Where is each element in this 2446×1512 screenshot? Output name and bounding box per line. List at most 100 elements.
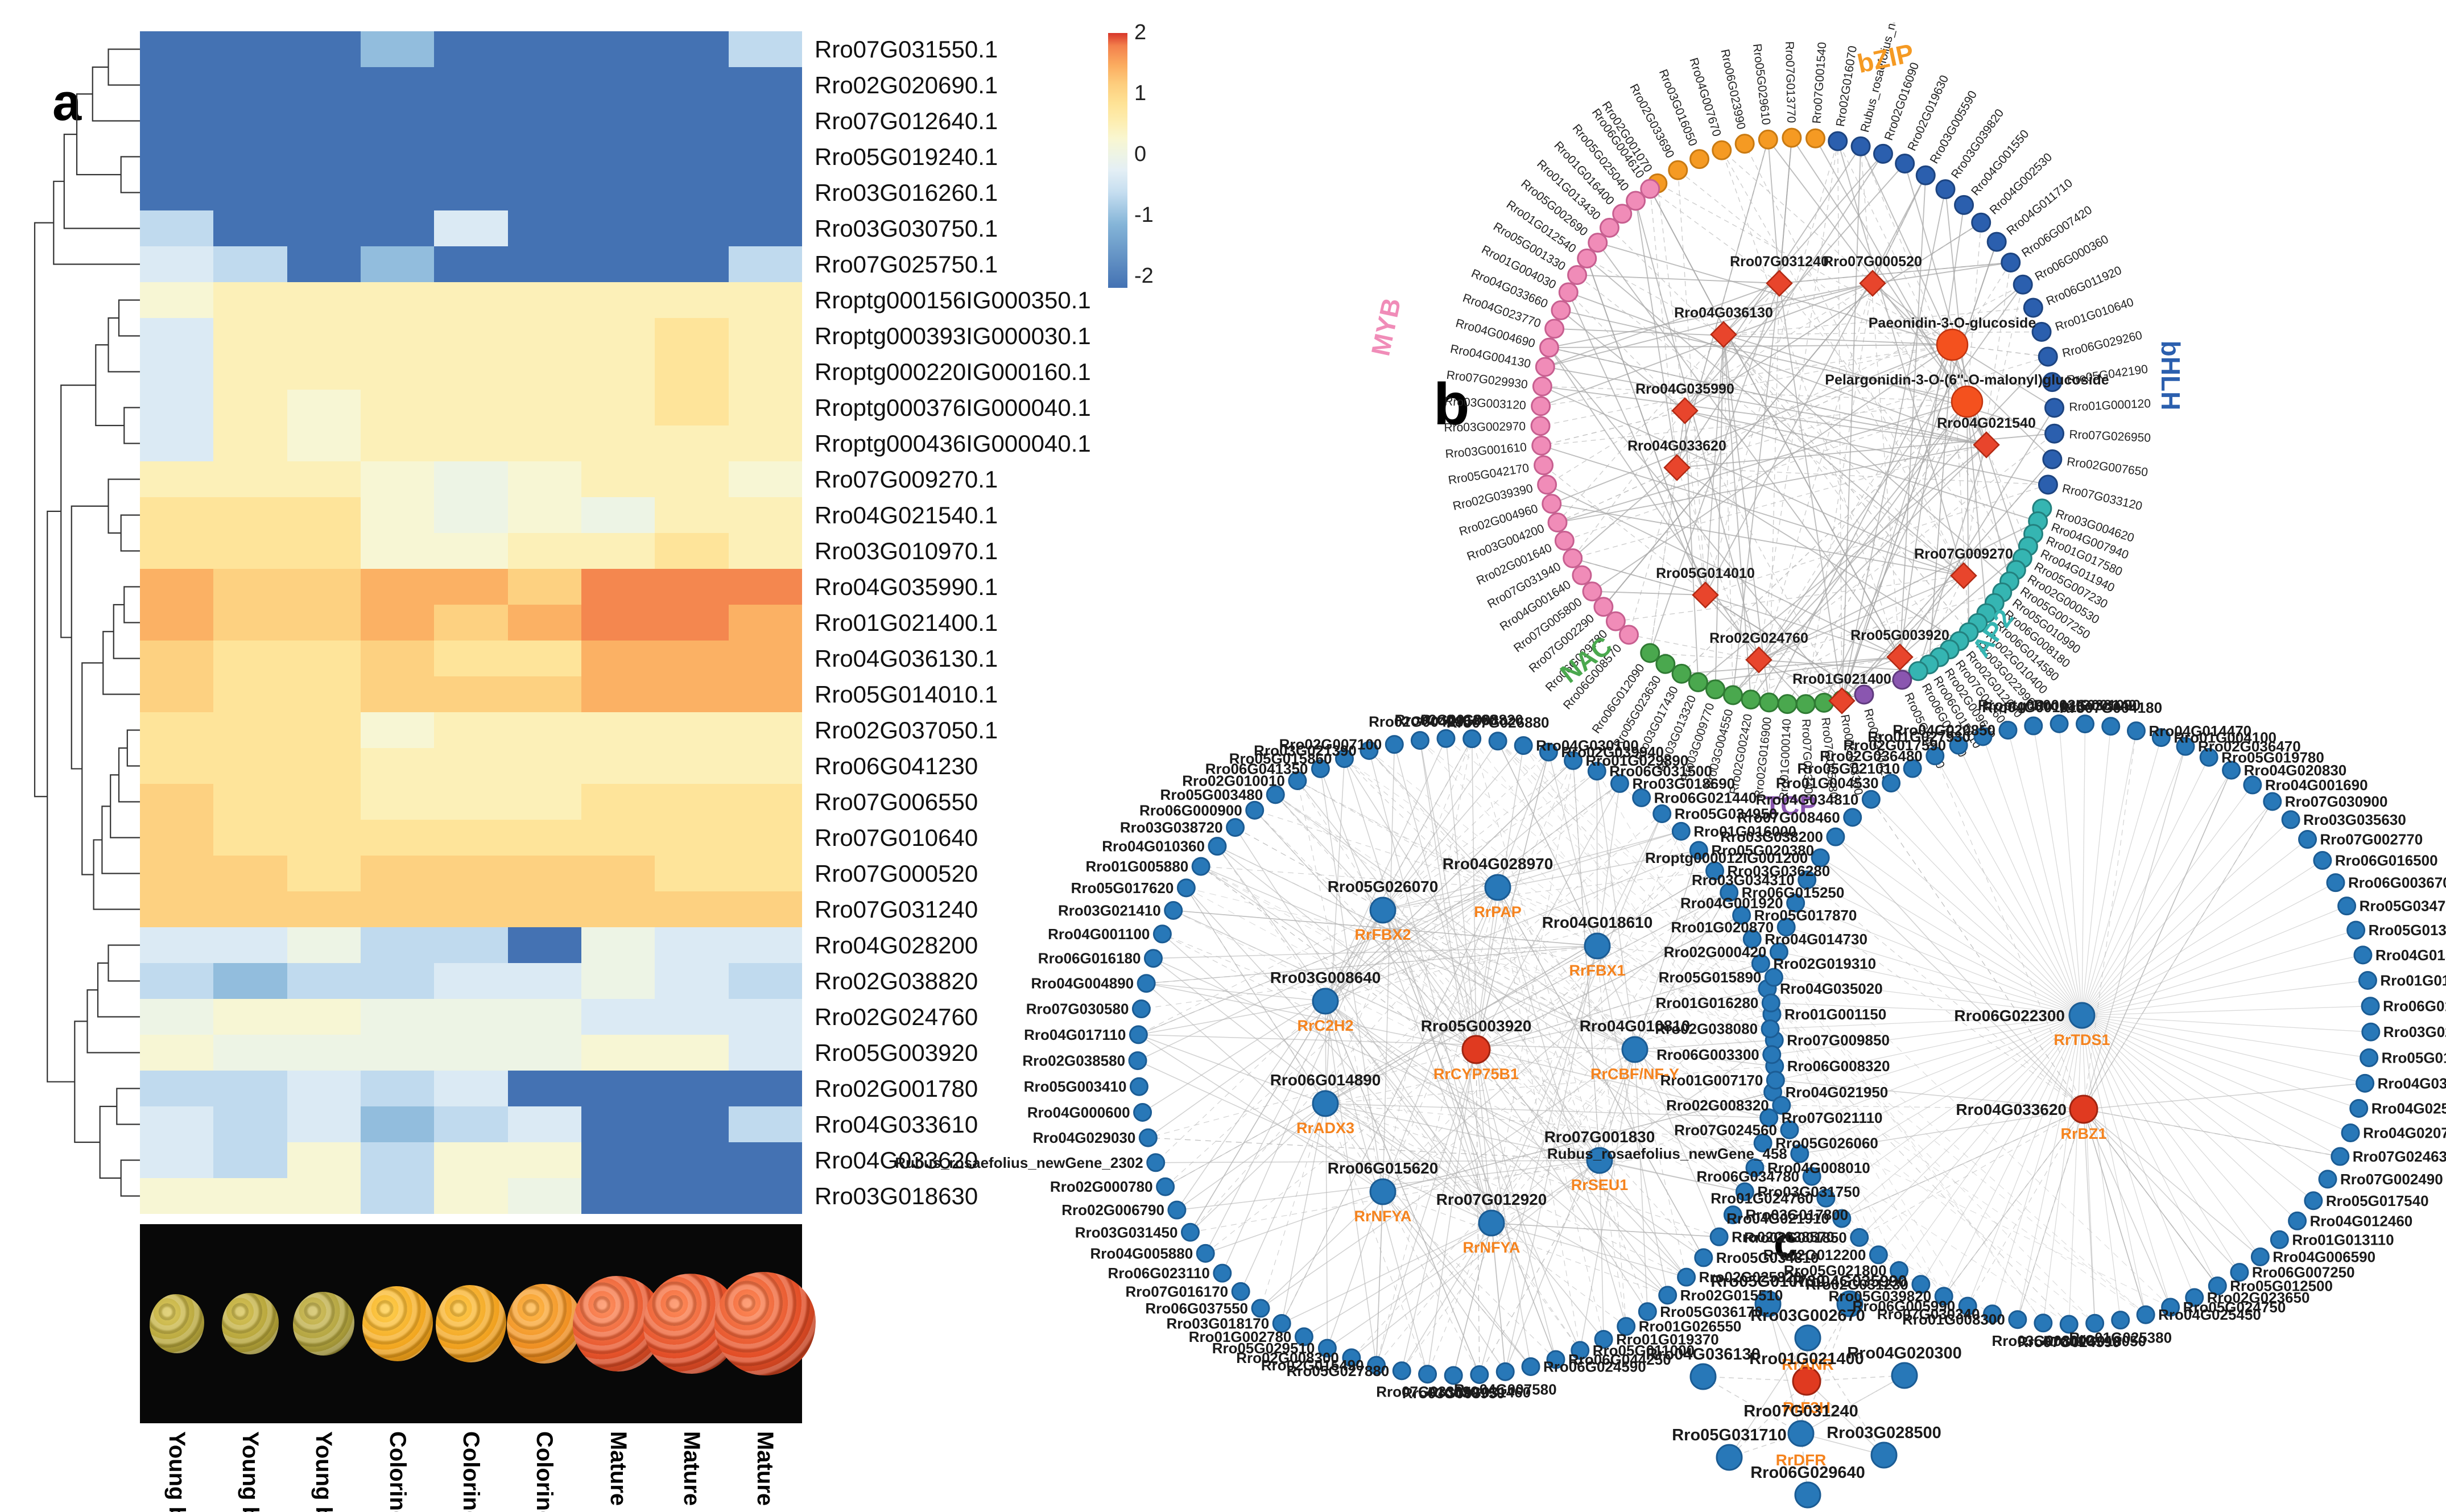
coexpr-ring-label: Rro03G035630 — [2303, 811, 2406, 828]
heatmap-cell — [360, 605, 435, 641]
coexpr-ring-node — [2185, 1288, 2204, 1307]
heatmap-cell — [434, 1035, 508, 1071]
heatmap-cell — [434, 1178, 508, 1214]
heatmap-cell — [434, 927, 508, 963]
coexpr-ring-label: Rro02G023650 — [2207, 1289, 2310, 1306]
hub-gene-label: Rro04G010810 — [1580, 1017, 1691, 1035]
heatmap-cell — [655, 963, 729, 999]
tf-ring-node — [1640, 643, 1660, 663]
coexpr-ring-label: Rro06G005990 — [1852, 1298, 1955, 1315]
gene-label: Rro02G024760 — [815, 1003, 978, 1030]
coexpr-ring-label: Rro01G014940 — [2380, 972, 2446, 989]
heatmap-cell — [728, 354, 802, 390]
small-net-node-red — [1792, 1366, 1821, 1396]
heatmap-cell — [434, 210, 508, 246]
tf-ring-node — [1582, 581, 1602, 602]
coexpr-ring-node — [1311, 759, 1330, 778]
sample-label: Mature berry_2 — [679, 1431, 704, 1512]
gene-label: Rro02G001780 — [815, 1075, 978, 1102]
heatmap-cell — [140, 246, 214, 282]
heatmap-cell — [287, 139, 361, 175]
heatmap-cell — [507, 103, 581, 139]
coexpr-ring-node — [1762, 1045, 1782, 1064]
heatmap-cell — [213, 1035, 287, 1071]
heatmap-cell — [213, 354, 287, 390]
coexpr-ring-label: Rro07G033690 — [1376, 1383, 1479, 1401]
small-net-label: Rro04G035990 — [1792, 1273, 1907, 1291]
tf-ring-label: Rro07G013770 — [1783, 41, 1798, 123]
coexpr-ring-label: Rro01G026550 — [1639, 1318, 1742, 1335]
coexpr-ring-label: Rro05G034810 — [1716, 1249, 1819, 1266]
gene-label: Rroptg000220IG000160.1 — [815, 358, 1091, 385]
coexpr-ring-label: Rro02G025820 — [1699, 1269, 1802, 1286]
coexpr-ring-label: Rro04G001100 — [1048, 926, 1150, 943]
deg-gene-label: Rro07G031240 — [1730, 254, 1829, 270]
coexpr-ring-label: Rro04G025450 — [2158, 1306, 2261, 1323]
small-net-node — [1716, 1444, 1743, 1471]
small-net-label: Rro07G031240 — [1743, 1402, 1858, 1420]
tf-ring-node — [2013, 274, 2033, 295]
colorbar-tick: -1 — [1134, 203, 1154, 227]
heatmap-cell — [287, 999, 361, 1035]
gene-label: Rroptg000393IG000030.1 — [815, 322, 1091, 349]
heatmap-cell — [213, 784, 287, 820]
small-net-symbol: RrF3H — [1783, 1399, 1831, 1416]
heatmap-cell — [213, 641, 287, 676]
heatmap-cell — [655, 748, 729, 784]
heatmap-cell — [360, 963, 435, 999]
heatmap-cell — [360, 497, 435, 533]
coexpr-ring-label: Rro06G003300 — [1656, 1046, 1759, 1063]
coexpr-ring-label: Rro07G004180 — [2059, 699, 2162, 716]
small-net-node — [1836, 1290, 1864, 1317]
coexpr-ring-node — [1213, 1263, 1232, 1283]
coexpr-ring-node — [1131, 999, 1151, 1019]
coexpr-ring-node — [1266, 785, 1285, 804]
heatmap-cell — [728, 784, 802, 820]
heatmap-cell — [360, 390, 435, 425]
tf-ring-node — [2038, 346, 2058, 367]
tf-ring-node — [1554, 530, 1575, 551]
heatmap-cell — [140, 1035, 214, 1071]
heatmap-cell — [360, 318, 435, 354]
coexpr-ring-node — [2008, 1310, 2027, 1329]
heatmap-cell — [140, 641, 214, 676]
heatmap-cell — [140, 1178, 214, 1214]
heatmap-cell — [140, 856, 214, 891]
sample-label: Mature berry_1 — [605, 1431, 631, 1512]
coexpr-ring-label: Rro03G031460 — [1428, 1384, 1531, 1401]
coexpr-ring-label: Rro06G016180 — [1038, 950, 1141, 967]
hub-gene-label: Rro04G033620 — [1956, 1101, 2067, 1118]
heatmap-cell — [287, 1035, 361, 1071]
hub-node — [1586, 1147, 1613, 1174]
coexpr-ring-node — [1973, 727, 1993, 746]
tf-family-label: bHLH — [2156, 341, 2185, 411]
sample-label: Young berry_1 — [164, 1431, 189, 1512]
heatmap-cell — [655, 569, 729, 605]
heatmap-cell — [434, 605, 508, 641]
berry-photo-strip — [140, 1224, 816, 1423]
coexpr-ring-node — [2101, 717, 2121, 736]
coexpr-ring-label: Rro07G002770 — [2320, 831, 2423, 848]
deg-gene-node — [1950, 562, 1977, 589]
heatmap-cell — [655, 390, 729, 425]
coexpr-ring-label: Rro03G021410 — [1058, 902, 1161, 919]
deg-gene-node — [1859, 270, 1886, 297]
coexpr-ring-node — [2034, 1313, 2053, 1333]
coexpr-ring-label: Rro04G001690 — [2265, 776, 2368, 794]
gene-label: Rro05G019240.1 — [815, 143, 998, 170]
heatmap-cell — [728, 605, 802, 641]
heatmap-cell — [213, 569, 287, 605]
small-net-node — [1787, 1420, 1815, 1447]
coexpr-ring-label: Rro04G031880 — [2378, 1075, 2446, 1092]
coexpr-ring-label: Rro06G008320 — [1787, 1057, 1890, 1075]
heatmap-cell — [140, 175, 214, 210]
berry-photo — [293, 1292, 355, 1356]
heatmap-cell — [360, 175, 435, 210]
tf-ring-node — [1530, 416, 1551, 436]
heatmap-cell — [140, 963, 214, 999]
heatmap-cell — [655, 282, 729, 318]
coexpr-ring-node — [1152, 924, 1172, 944]
heatmap-cell — [140, 1142, 214, 1178]
heatmap-cell — [728, 963, 802, 999]
